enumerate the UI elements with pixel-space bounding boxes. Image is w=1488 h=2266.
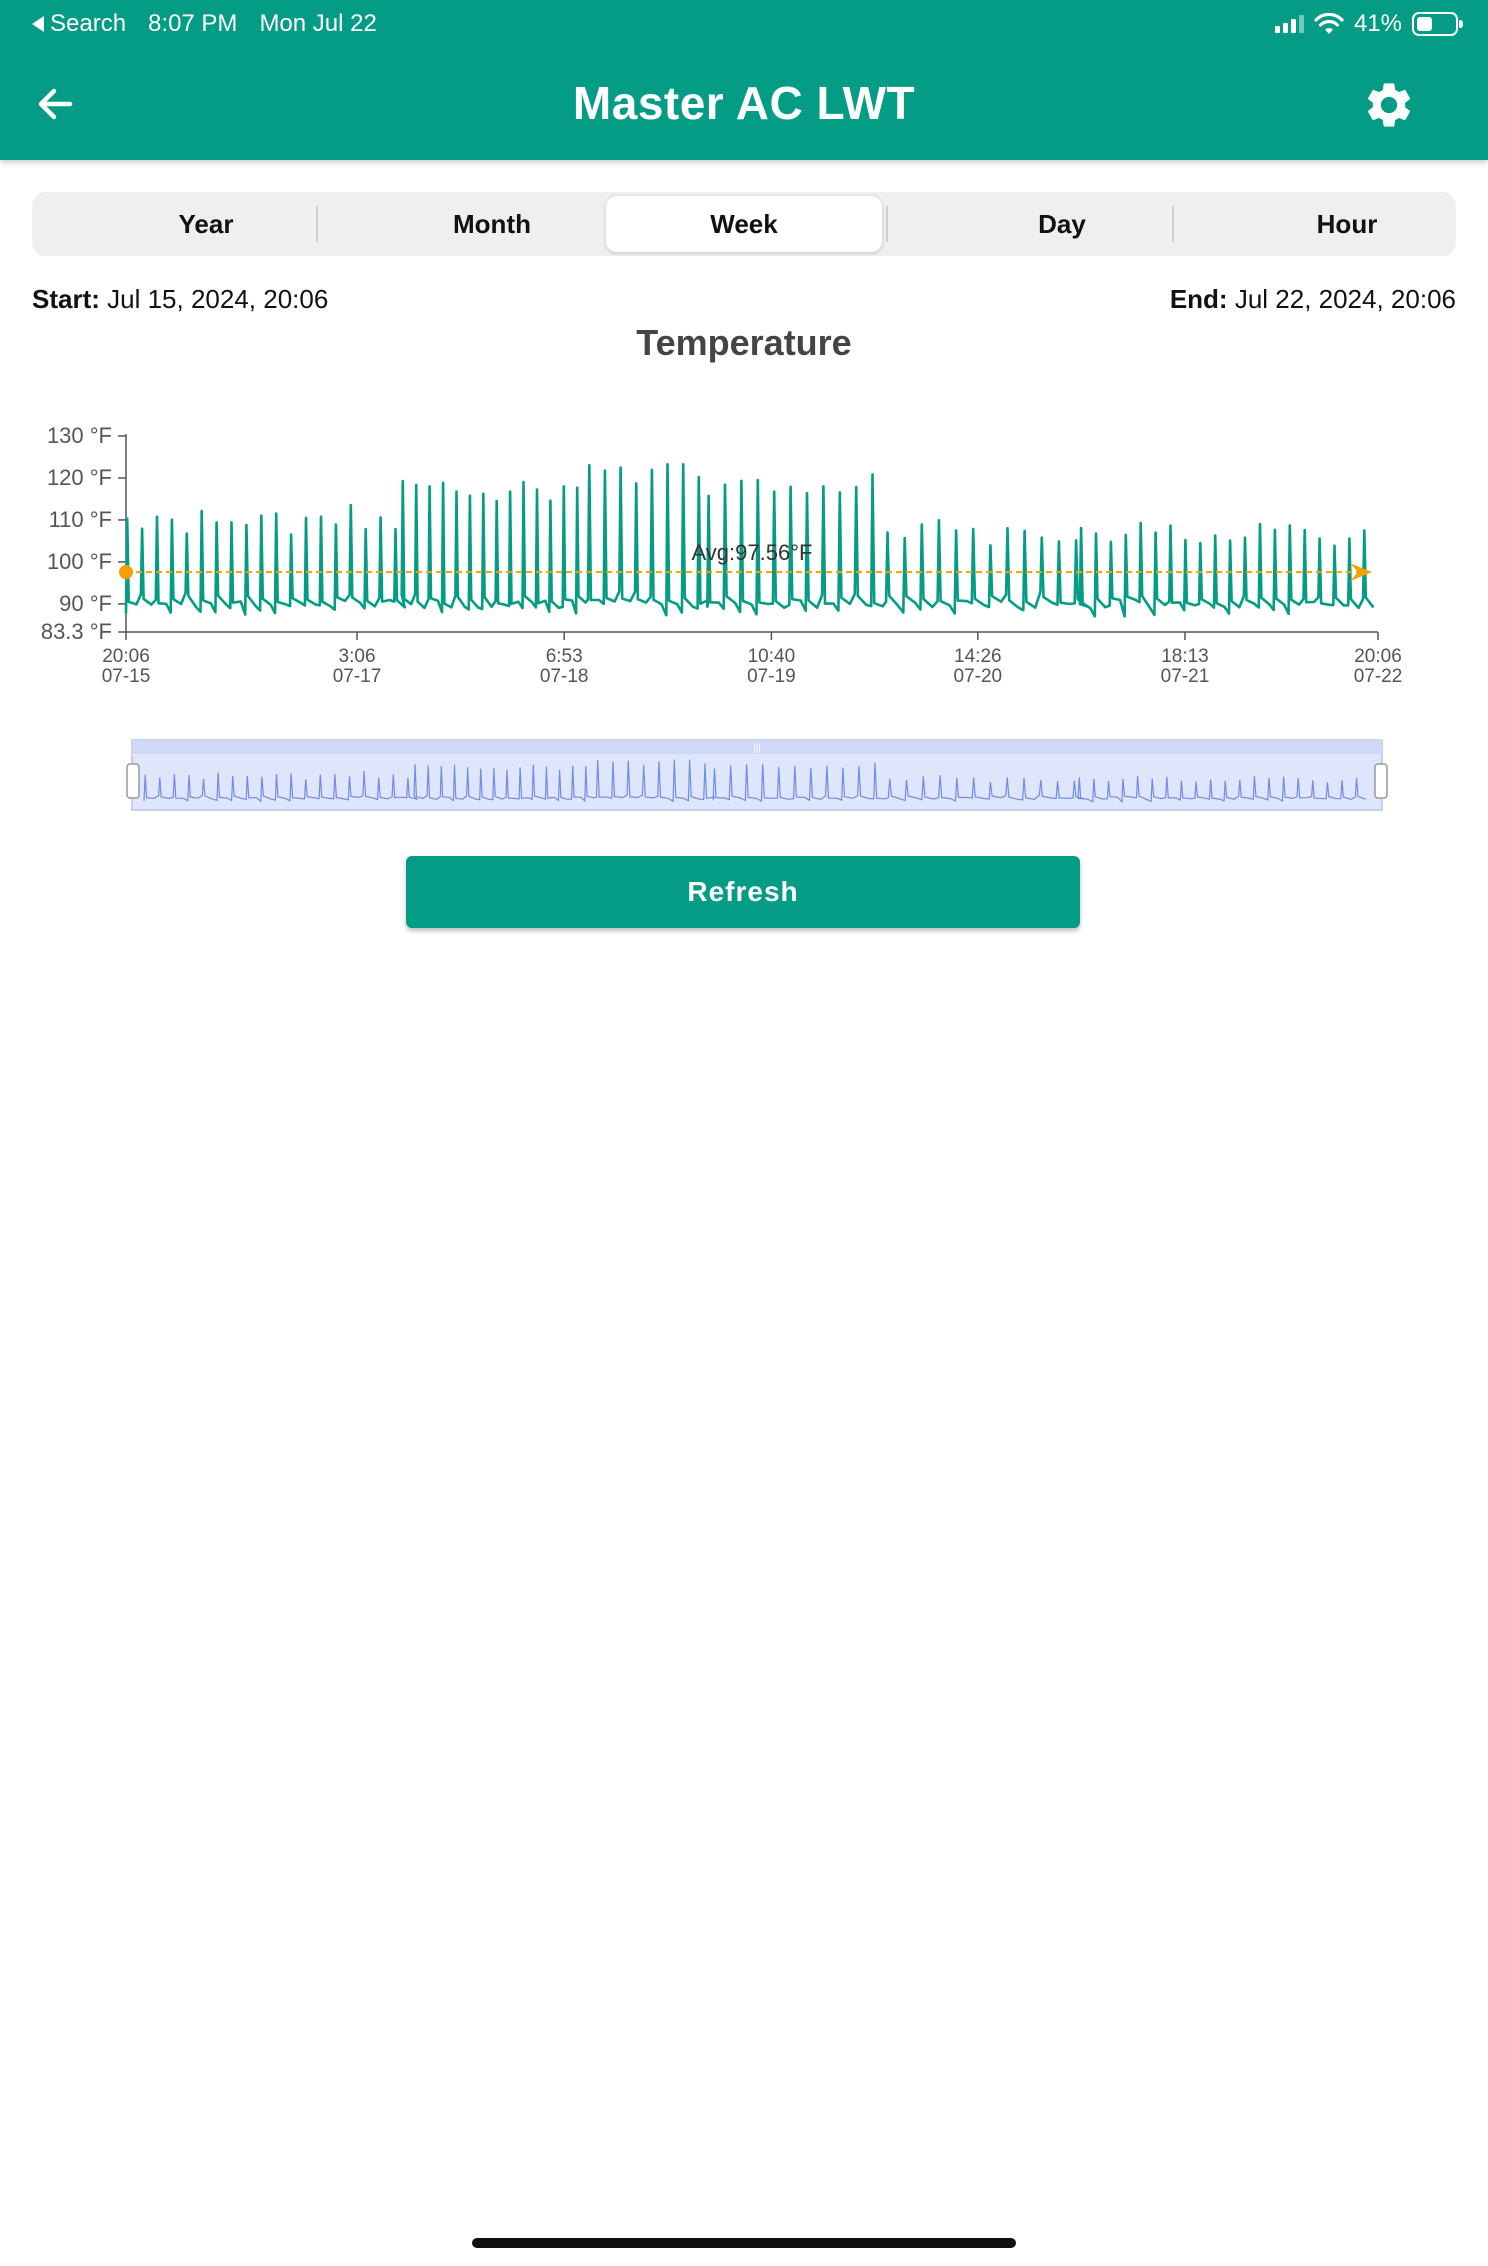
page-title: Master AC LWT — [572, 77, 916, 129]
tab-hour[interactable]: Hour — [1316, 208, 1378, 239]
y-tick-label: 110 °F — [49, 507, 112, 532]
tab-year[interactable]: Year — [178, 208, 234, 239]
battery-percent: 41% — [1353, 10, 1402, 37]
chart-title: Temperature — [636, 322, 852, 363]
navigator-top-bar — [132, 740, 1382, 754]
refresh-button[interactable]: Refresh — [406, 856, 1080, 928]
period-segmented-control: Year Month Week Day Hour — [32, 192, 1456, 256]
x-tick-date-label: 07-22 — [1354, 666, 1403, 687]
back-button[interactable] — [30, 78, 82, 130]
x-tick-date-label: 07-17 — [333, 666, 382, 687]
navigator-grip-icon: ||| — [753, 743, 761, 754]
x-tick-time-label: 6:53 — [546, 646, 583, 667]
battery-icon — [1412, 12, 1463, 36]
x-tick-date-label: 07-19 — [747, 666, 796, 687]
tab-divider — [886, 206, 888, 242]
end-label: End: — [1169, 284, 1228, 314]
back-to-app[interactable]: Search — [32, 10, 126, 38]
navigator-series-line — [143, 759, 1366, 804]
tab-divider — [1172, 206, 1174, 242]
x-tick-time-label: 14:26 — [954, 646, 1002, 667]
average-start-marker — [119, 565, 133, 580]
status-time: 8:07 PM — [148, 10, 238, 37]
gear-icon — [1367, 83, 1411, 127]
y-tick-label: 90 °F — [59, 591, 112, 616]
tab-week[interactable]: Week — [606, 196, 882, 252]
tab-month[interactable]: Month — [453, 208, 531, 239]
y-tick-label: 83.3 °F — [41, 619, 112, 644]
range-navigator[interactable]: ||| — [0, 730, 1488, 820]
x-tick-date-label: 07-21 — [1161, 666, 1210, 687]
x-tick-time-label: 3:06 — [339, 646, 376, 667]
app-bar: Master AC LWT — [0, 48, 1488, 160]
x-tick-time-label: 18:13 — [1161, 646, 1209, 667]
y-tick-label: 120 °F — [47, 465, 112, 490]
arrow-left-icon — [38, 88, 73, 120]
status-date: Mon Jul 22 — [259, 10, 377, 37]
x-tick-date-label: 07-20 — [954, 666, 1003, 687]
start-value: Jul 15, 2024, 20:06 — [107, 284, 329, 314]
navigator-right-handle[interactable] — [1374, 763, 1388, 799]
x-tick-date-label: 07-15 — [102, 666, 151, 687]
status-bar: Search 8:07 PM Mon Jul 22 41% — [0, 0, 1488, 48]
end-value: Jul 22, 2024, 20:06 — [1234, 284, 1456, 314]
signal-icon — [1274, 15, 1304, 33]
back-app-label: Search — [50, 10, 127, 37]
temperature-series-line — [124, 463, 1375, 618]
settings-button[interactable] — [1362, 78, 1416, 132]
home-indicator — [472, 2238, 1016, 2248]
average-label: Avg:97.56°F — [692, 540, 813, 565]
y-tick-label: 130 °F — [47, 423, 112, 448]
range-end: End: Jul 22, 2024, 20:06 — [1170, 284, 1456, 315]
range-start: Start: Jul 15, 2024, 20:06 — [32, 284, 328, 315]
start-label: Start: — [32, 284, 100, 314]
navigator-left-handle[interactable] — [126, 763, 140, 799]
x-tick-time-label: 10:40 — [748, 646, 796, 667]
x-tick-date-label: 07-18 — [540, 666, 589, 687]
wifi-icon — [1314, 13, 1344, 34]
y-tick-label: 100 °F — [47, 549, 112, 574]
back-triangle-icon — [32, 16, 44, 32]
tab-divider — [316, 206, 318, 242]
tab-day[interactable]: Day — [1038, 208, 1086, 239]
x-tick-time-label: 20:06 — [1354, 646, 1402, 667]
average-end-arrow — [1350, 563, 1372, 582]
x-tick-time-label: 20:06 — [102, 646, 150, 667]
